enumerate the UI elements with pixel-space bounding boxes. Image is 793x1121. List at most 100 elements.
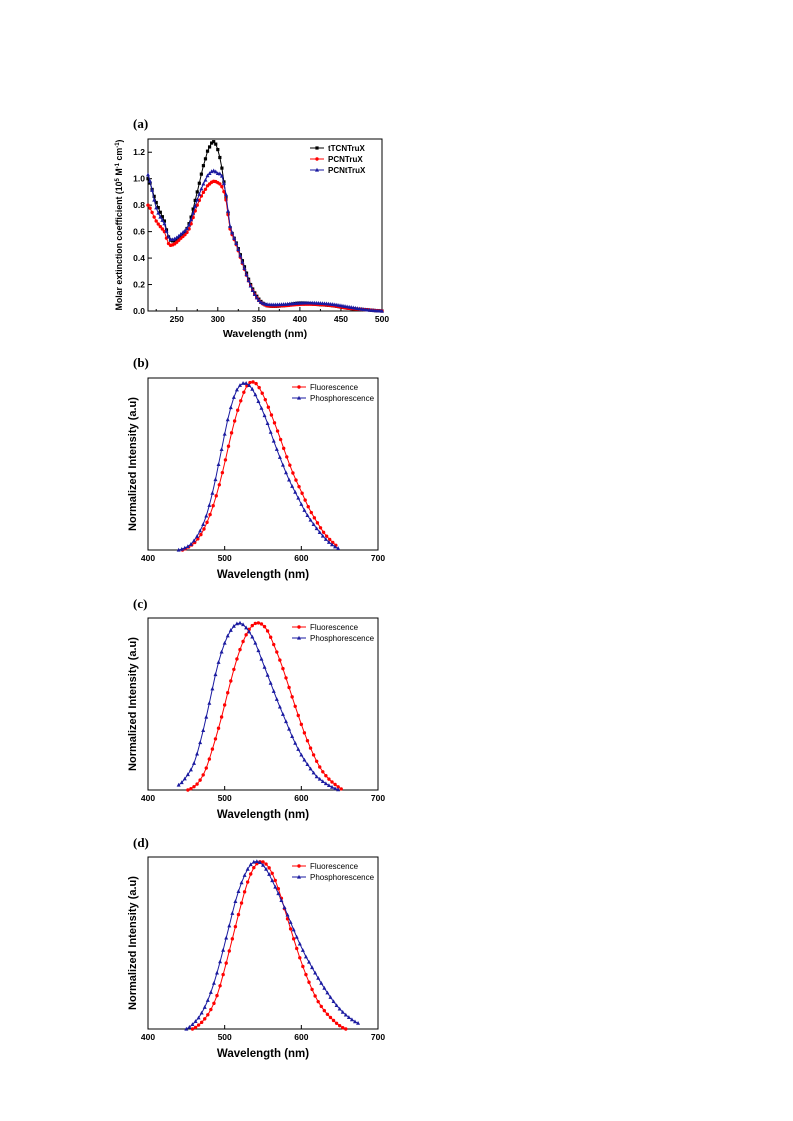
data-point: [208, 512, 212, 517]
y-axis-superscript: -1: [115, 142, 121, 148]
data-point: [322, 1008, 327, 1013]
data-point: [220, 184, 224, 189]
legend-label: Fluorescence: [310, 623, 359, 632]
data-point: [337, 1006, 342, 1011]
data-point: [190, 1022, 195, 1027]
data-point: [317, 776, 322, 781]
data-point: [296, 713, 300, 718]
data-point: [238, 383, 242, 387]
plot-frame: [147, 138, 383, 312]
data-point: [252, 292, 257, 296]
data-point: [297, 941, 302, 946]
data-point: [216, 147, 220, 152]
data-point: [232, 419, 237, 423]
data-point: [299, 752, 304, 757]
data-point: [272, 421, 277, 425]
data-point: [275, 650, 279, 654]
data-point: [346, 1015, 351, 1019]
y-axis-title-part: Molar extinction coefficient (10: [114, 181, 124, 310]
data-point: [270, 878, 275, 883]
data-point: [259, 656, 264, 661]
legend-entry: Fluorescence: [292, 383, 359, 392]
data-point: [199, 1010, 204, 1015]
series-line: [178, 622, 339, 791]
data-point: [264, 862, 268, 866]
data-point: [221, 972, 225, 977]
y-tick-label: 0.2: [133, 280, 145, 290]
x-axis-title: Wavelength (nm): [217, 1048, 309, 1060]
legend-marker: [297, 625, 301, 629]
data-point: [333, 786, 338, 791]
data-point: [259, 406, 264, 410]
data-point: [336, 785, 340, 789]
x-tick-label: 700: [371, 1032, 385, 1042]
data-point: [302, 731, 307, 735]
data-point: [230, 230, 235, 235]
data-point: [190, 1027, 195, 1031]
data-point: [233, 924, 238, 929]
data-point: [219, 649, 224, 654]
data-point: [228, 405, 233, 410]
data-point: [242, 890, 247, 894]
data-point: [236, 408, 240, 412]
data-point: [253, 392, 258, 397]
data-point: [158, 210, 162, 214]
x-tick-label: 500: [218, 1032, 232, 1042]
data-point: [325, 1012, 330, 1016]
data-point: [224, 935, 229, 940]
data-point: [262, 664, 267, 669]
data-point: [176, 782, 181, 787]
x-tick-label: 600: [294, 1032, 308, 1042]
data-point: [191, 207, 195, 211]
data-point: [222, 640, 227, 645]
data-point: [212, 140, 216, 144]
series-line: [187, 622, 342, 791]
data-point: [195, 751, 200, 756]
y-tick-label: 1.2: [133, 147, 145, 157]
data-point: [146, 177, 150, 181]
data-point: [231, 623, 236, 628]
data-point: [188, 767, 193, 772]
data-point: [154, 200, 158, 205]
data-point: [205, 520, 209, 525]
data-point: [234, 387, 239, 392]
legend-entry: Phosphorescence: [292, 634, 375, 643]
data-point: [244, 272, 249, 277]
data-point: [277, 704, 282, 709]
data-point: [314, 526, 319, 531]
data-point: [217, 171, 222, 176]
data-point: [250, 386, 255, 391]
data-point: [319, 1004, 323, 1009]
data-point: [307, 980, 311, 984]
data-point: [268, 635, 273, 639]
data-point: [242, 266, 247, 270]
data-point: [305, 762, 310, 767]
data-point: [317, 530, 322, 534]
data-point: [380, 308, 384, 313]
data-point: [257, 385, 261, 390]
y-tick-label: 0.0: [133, 306, 145, 316]
data-point: [260, 391, 264, 395]
data-point: [241, 622, 246, 627]
series-PCNTruX: [146, 179, 384, 313]
data-point: [146, 172, 150, 177]
data-point: [291, 937, 296, 941]
legend-label: PCNTruX: [328, 155, 363, 164]
data-point: [272, 642, 276, 647]
data-point: [322, 985, 327, 990]
data-point: [211, 980, 216, 985]
data-point: [300, 491, 304, 495]
data-point: [271, 689, 276, 693]
data-point: [208, 990, 213, 994]
data-point: [150, 188, 155, 192]
data-point: [234, 241, 239, 245]
x-tick-label: 450: [334, 314, 348, 324]
data-point: [203, 157, 208, 161]
data-point: [187, 222, 192, 227]
data-point: [220, 470, 225, 475]
data-point: [202, 1005, 207, 1009]
data-point: [218, 155, 222, 160]
data-point: [326, 540, 331, 544]
data-point: [220, 166, 224, 170]
data-point: [319, 980, 324, 985]
